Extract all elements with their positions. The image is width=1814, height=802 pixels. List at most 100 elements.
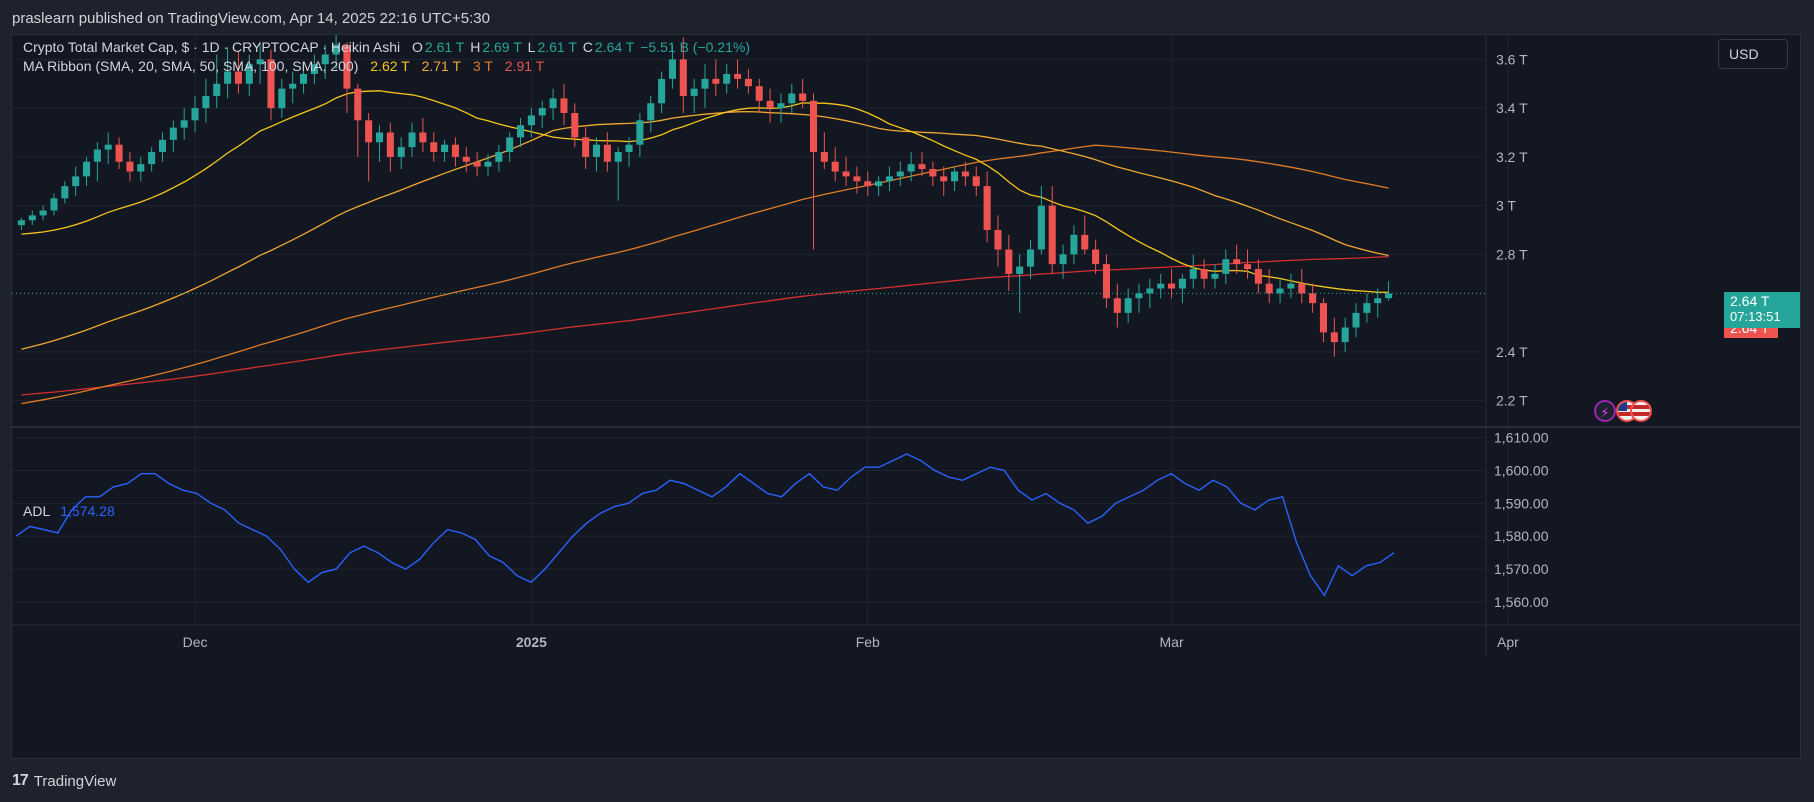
candle bbox=[126, 152, 134, 182]
candle-body bbox=[1081, 234, 1089, 250]
candle-body bbox=[115, 144, 123, 162]
candle bbox=[365, 113, 373, 182]
candle-body bbox=[419, 132, 427, 143]
candle-body bbox=[289, 83, 297, 89]
candle-body bbox=[1070, 234, 1078, 255]
candle-body bbox=[1233, 259, 1241, 265]
candle-body bbox=[755, 86, 763, 101]
price-axis: 3.6 T 3.4 T 3.2 T 3 T 2.8 T 2.4 T 2.2 T 1,610.0… bbox=[1494, 51, 1549, 610]
high-label: H bbox=[470, 39, 481, 55]
candle-body bbox=[1092, 249, 1100, 265]
candle bbox=[744, 69, 752, 94]
candle-body bbox=[158, 139, 167, 152]
candle bbox=[17, 217, 25, 230]
candle-body bbox=[1276, 288, 1284, 294]
candle bbox=[234, 52, 242, 94]
candle bbox=[430, 132, 438, 162]
adl-tick-label: 1,600.00 bbox=[1494, 462, 1549, 478]
candle-body bbox=[918, 164, 926, 170]
candle bbox=[148, 147, 156, 172]
candle bbox=[592, 137, 601, 172]
candle-body bbox=[213, 83, 221, 96]
sma50-line bbox=[21, 110, 1389, 350]
candle-body bbox=[39, 210, 47, 216]
candle bbox=[1211, 264, 1219, 289]
candle-body bbox=[994, 230, 1002, 250]
change-value: −5.51 B (−0.21%) bbox=[640, 39, 750, 55]
open-label: O bbox=[412, 39, 423, 55]
candle-body bbox=[951, 171, 959, 182]
candle bbox=[419, 117, 427, 152]
us-flag-icon-2[interactable] bbox=[1630, 400, 1652, 422]
candle bbox=[1135, 283, 1143, 313]
price-tick-label: 2.4 T bbox=[1496, 344, 1528, 360]
candle bbox=[940, 166, 948, 196]
candle bbox=[614, 147, 622, 201]
currency-button[interactable]: USD bbox=[1718, 39, 1788, 69]
events-badges[interactable]: ⚡ bbox=[1594, 400, 1660, 424]
published-byline: praslearn published on TradingView.com, … bbox=[12, 10, 490, 27]
candle bbox=[799, 78, 807, 109]
candle-body bbox=[202, 95, 210, 109]
candle bbox=[1254, 259, 1262, 294]
chart-canvas[interactable]: 3.6 T 3.4 T 3.2 T 3 T 2.8 T 2.4 T 2.2 T 1,610.0… bbox=[12, 35, 1800, 758]
footer-brand[interactable]: 17 TradingView bbox=[12, 772, 116, 790]
candle bbox=[158, 132, 167, 162]
candle-body bbox=[1254, 269, 1262, 284]
candle-body bbox=[1189, 269, 1197, 279]
candle-body bbox=[571, 113, 579, 138]
candle-body bbox=[690, 88, 698, 96]
candle bbox=[1309, 283, 1317, 313]
candle bbox=[831, 147, 839, 182]
chart-frame[interactable]: 3.6 T 3.4 T 3.2 T 3 T 2.8 T 2.4 T 2.2 T 1,610.0… bbox=[11, 34, 1801, 759]
candle bbox=[289, 71, 297, 104]
low-value: 2.61 T bbox=[537, 39, 577, 55]
candle-body bbox=[1211, 273, 1219, 279]
candle-body bbox=[83, 161, 91, 177]
ma-ribbon bbox=[21, 90, 1389, 405]
adl-label: ADL bbox=[23, 503, 51, 519]
candle-body bbox=[473, 161, 481, 167]
candle bbox=[1102, 254, 1110, 308]
candle bbox=[191, 95, 199, 133]
candle bbox=[972, 166, 980, 196]
candle-body bbox=[484, 161, 492, 167]
candle bbox=[245, 54, 253, 96]
footer-brand-label: TradingView bbox=[33, 772, 117, 790]
candle-body bbox=[93, 149, 101, 162]
candle bbox=[853, 166, 861, 194]
close-value: 2.64 T bbox=[594, 39, 635, 55]
candle bbox=[603, 132, 611, 172]
candle bbox=[885, 166, 893, 191]
candle-body bbox=[625, 144, 633, 152]
candle bbox=[169, 120, 177, 152]
candle bbox=[918, 152, 926, 177]
candle bbox=[994, 215, 1002, 267]
candle-body bbox=[636, 120, 644, 145]
candle-body bbox=[527, 115, 535, 126]
candle-body bbox=[853, 176, 861, 182]
lightning-icon[interactable]: ⚡ bbox=[1594, 400, 1616, 422]
last-price-value: 2.64 T bbox=[1730, 293, 1770, 309]
candle-body bbox=[983, 186, 991, 230]
candle bbox=[180, 108, 188, 140]
candle-body bbox=[972, 176, 980, 187]
candle bbox=[809, 93, 818, 250]
candle bbox=[571, 103, 579, 148]
candle bbox=[484, 154, 492, 177]
adl-pane bbox=[15, 453, 1395, 597]
adl-tick-label: 1,570.00 bbox=[1494, 561, 1549, 577]
candle-body bbox=[799, 93, 807, 101]
time-axis: Dec 2025 Feb Mar Apr bbox=[183, 634, 1520, 650]
candle bbox=[213, 54, 221, 109]
candle-body bbox=[734, 74, 742, 79]
symbol-name: Crypto Total Market Cap, $ · 1D · CRYPTO… bbox=[23, 39, 401, 55]
last-price-tag: 2.64 T 07:13:51 bbox=[1724, 292, 1800, 328]
candle bbox=[115, 137, 123, 170]
candle-body bbox=[506, 137, 514, 152]
candle-body bbox=[1037, 205, 1045, 250]
candle bbox=[72, 166, 80, 196]
candle-body bbox=[1385, 293, 1393, 299]
candle-body bbox=[1319, 303, 1327, 333]
candle-body bbox=[766, 100, 774, 109]
